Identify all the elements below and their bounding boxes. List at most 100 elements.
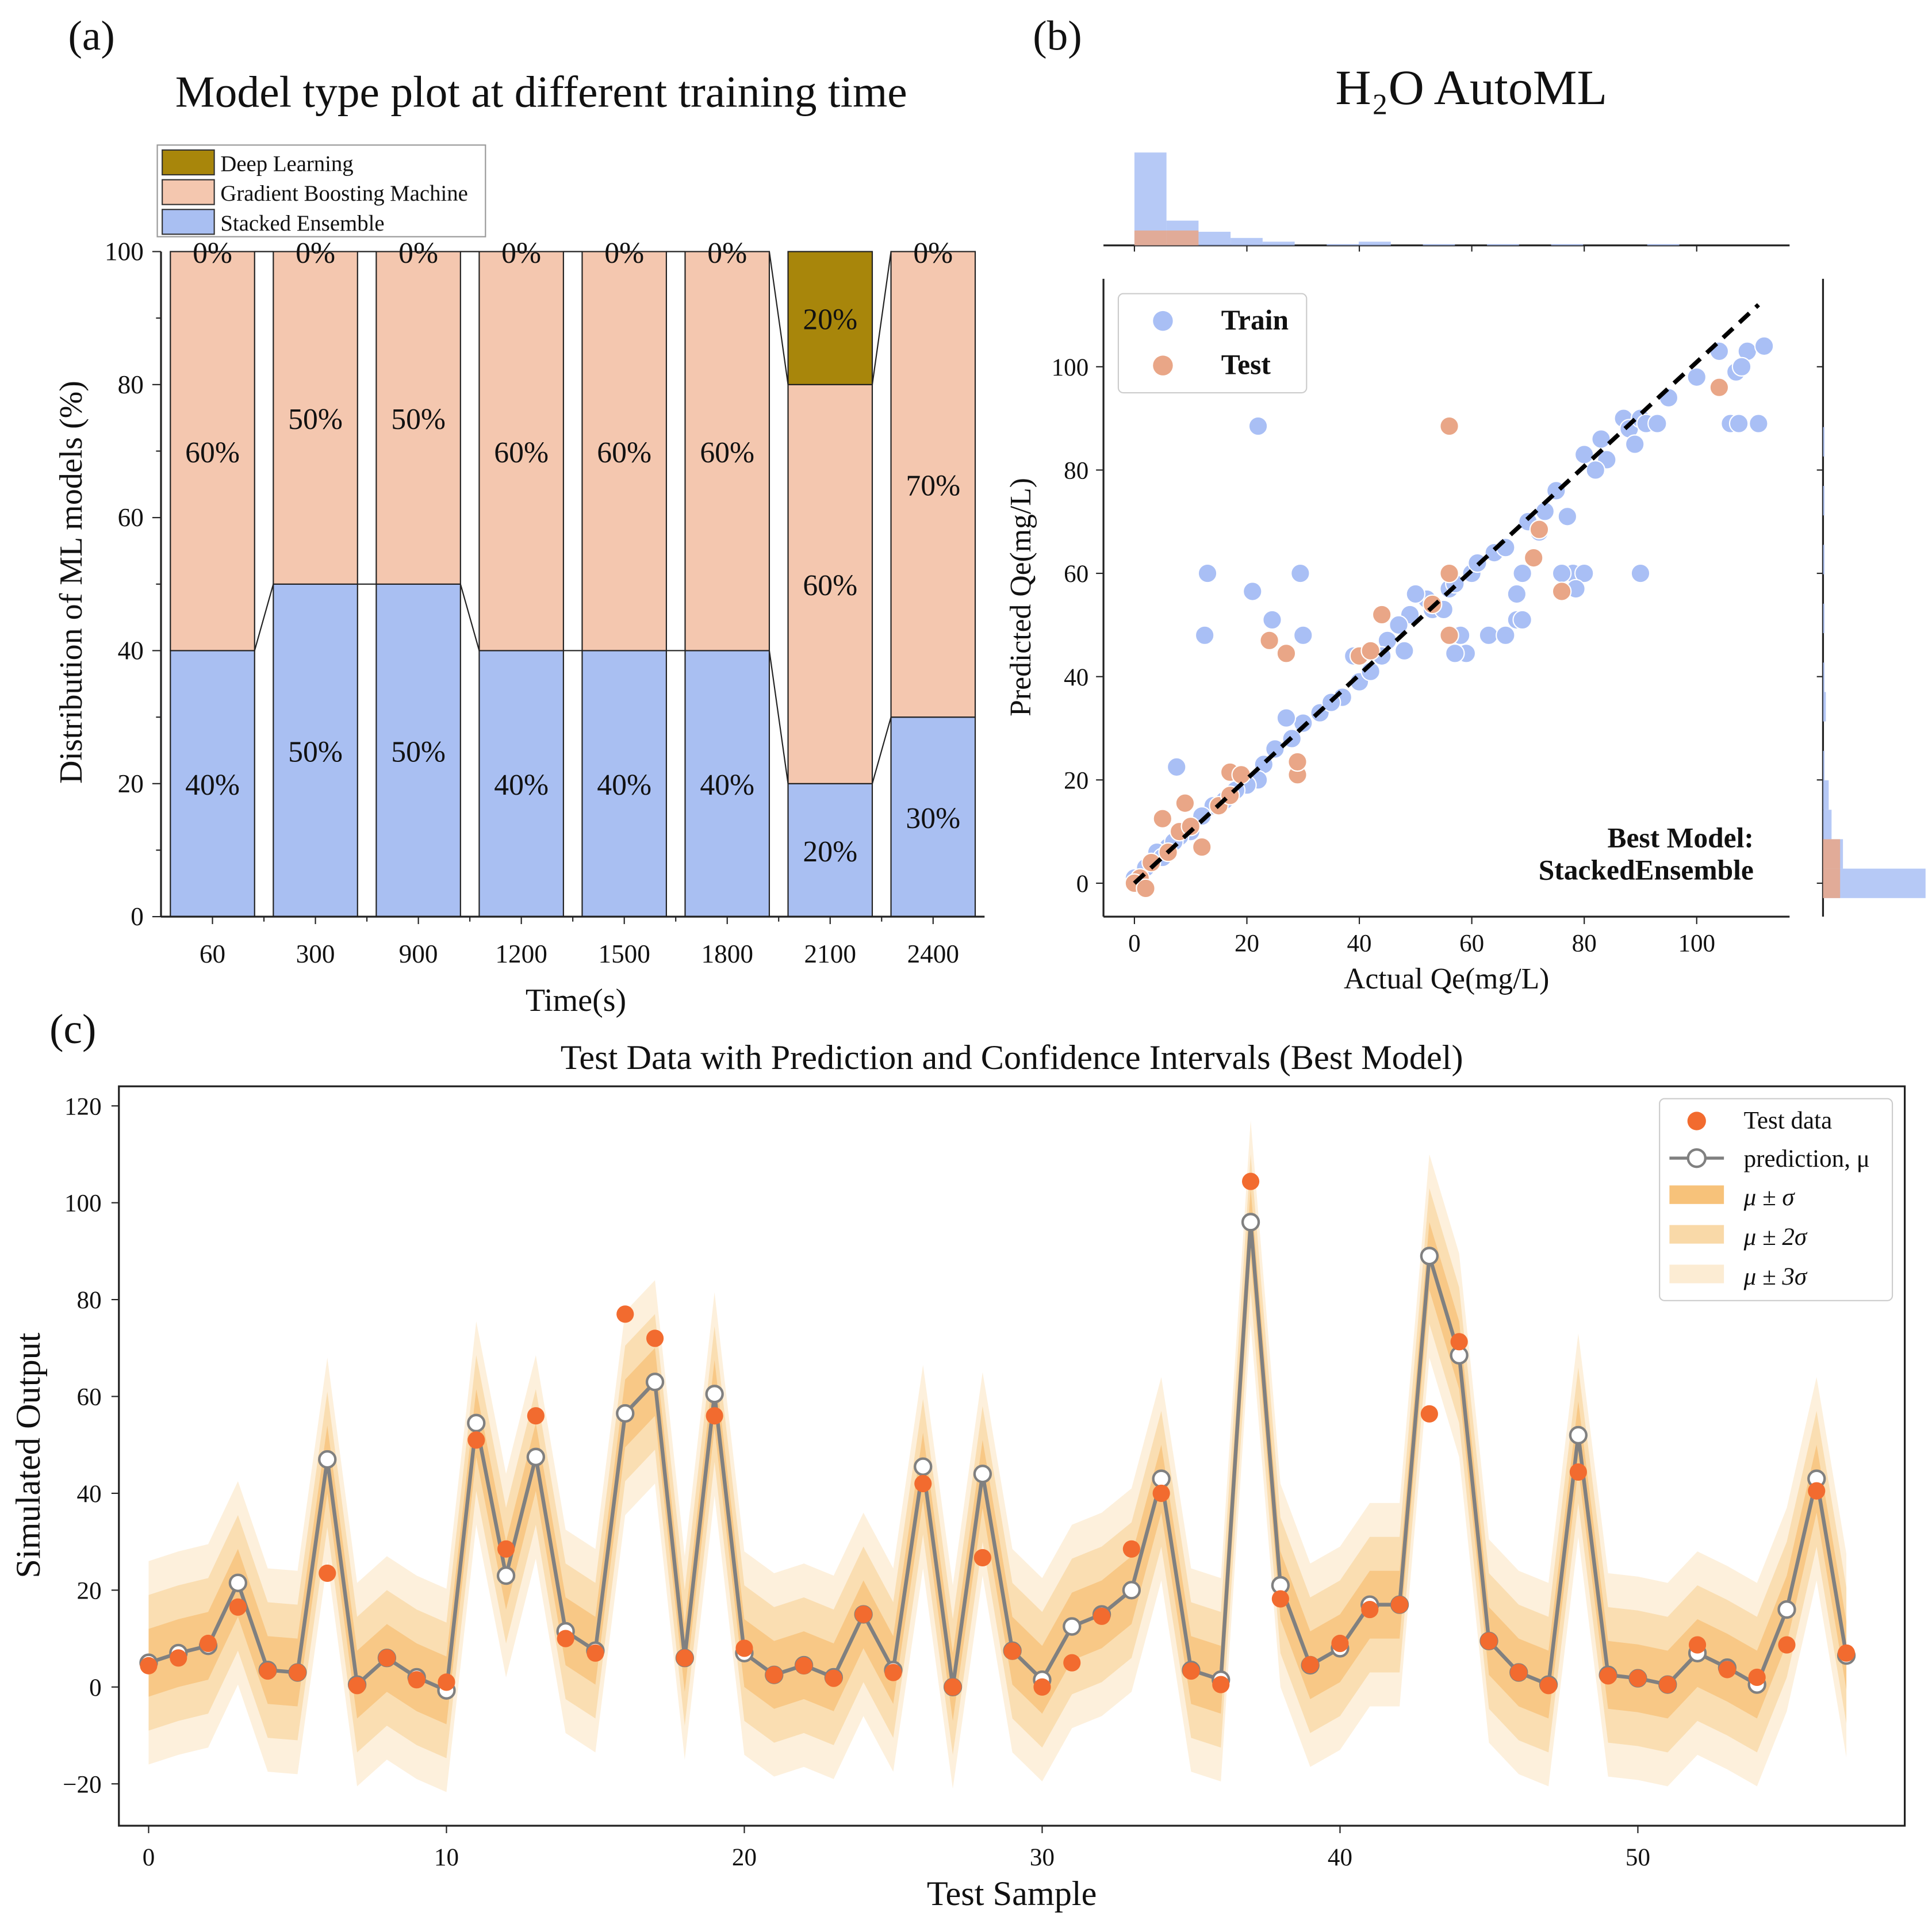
legend-label-test: Test: [1221, 349, 1271, 381]
bar-stacked-ensemble: [170, 650, 255, 918]
x-tick-label: 10: [434, 1844, 459, 1871]
bar-value-label: 0%: [604, 237, 644, 270]
x-tick-label: 60: [1459, 930, 1484, 957]
test-data-point: [1241, 1172, 1260, 1190]
y-tick-label: 0: [1076, 871, 1089, 898]
bar-value-label: 0%: [398, 237, 438, 270]
prediction-point: [467, 1413, 486, 1432]
test-data-point: [467, 1431, 485, 1449]
chart-a: 40% 60% 0% 60 50% 50% 0% 300 50% 50% 0% 900 40% 60% 0%…: [105, 237, 985, 968]
test-data-point: [1778, 1636, 1796, 1654]
test-data-point: [348, 1677, 366, 1695]
test-data-point: [914, 1475, 932, 1493]
train-point: [1591, 429, 1611, 449]
test-data-point: [289, 1664, 306, 1681]
prediction-point: [914, 1457, 933, 1476]
top-hist-bar-train: [1327, 244, 1359, 246]
y-tick-label: 0: [89, 1674, 102, 1701]
legend-marker-train: [1153, 311, 1173, 331]
bar-gradient-boosting-machine: [787, 384, 873, 784]
train-point: [1197, 563, 1218, 584]
top-hist-bar-test: [1134, 230, 1167, 246]
y-tick-label: 80: [1064, 458, 1088, 485]
legend-label-train: Train: [1221, 304, 1289, 336]
bar-stacked-ensemble: [787, 783, 873, 918]
y-tick-label: 100: [1052, 354, 1089, 381]
top-hist-bar-train: [1359, 242, 1391, 246]
train-point: [1290, 563, 1310, 584]
test-data-point: [1748, 1668, 1766, 1687]
bar-gradient-boosting-machine: [273, 251, 358, 585]
connector-line: [768, 251, 789, 385]
prediction-point: [1241, 1213, 1260, 1232]
x-tick-label: 1200: [495, 940, 547, 968]
test-data-point: [973, 1549, 991, 1567]
test-data-point: [676, 1649, 693, 1667]
train-point: [1194, 625, 1215, 646]
bar-gradient-boosting-machine: [375, 251, 461, 585]
bar-value-label: 60%: [494, 436, 549, 469]
test-point: [1175, 793, 1195, 813]
legend-label-test-data: Test data: [1744, 1107, 1833, 1134]
legend-label-prediction: prediction, μ: [1744, 1145, 1870, 1172]
chart-c-xlabel: Test Sample: [927, 1875, 1097, 1913]
prediction-point: [526, 1447, 546, 1466]
test-point: [1180, 816, 1201, 837]
train-point: [1731, 357, 1752, 377]
test-data-point: [557, 1630, 574, 1647]
panel-label-b: (b): [1033, 12, 1082, 59]
y-tick-label: 60: [77, 1384, 102, 1411]
test-data-point: [259, 1662, 277, 1680]
train-point: [1630, 563, 1651, 584]
train-point: [1506, 584, 1527, 604]
test-data-point: [825, 1669, 842, 1687]
train-point: [1478, 625, 1499, 646]
train-point: [1248, 416, 1268, 436]
train-point: [1574, 563, 1594, 584]
bar-value-label: 0%: [913, 237, 953, 270]
prediction-point: [1569, 1425, 1588, 1445]
x-tick-label: 40: [1347, 930, 1372, 957]
legend-swatch-stacked: [162, 209, 215, 235]
top-hist-bar-train: [1647, 244, 1680, 246]
train-point: [1749, 413, 1769, 434]
bar-gradient-boosting-machine: [170, 251, 255, 652]
test-data-point: [1152, 1484, 1170, 1503]
legend-marker-test-data: [1687, 1112, 1706, 1130]
test-point: [1551, 581, 1572, 601]
test-data-point: [1510, 1664, 1528, 1681]
top-hist-bar-train: [1487, 244, 1519, 246]
x-tick-label: 0: [1128, 930, 1141, 957]
test-point: [1371, 604, 1392, 625]
bar-stacked-ensemble: [375, 583, 461, 918]
test-data-point: [438, 1673, 455, 1691]
train-point: [1574, 444, 1594, 465]
legend-swatch-2sigma: [1669, 1225, 1724, 1244]
train-point: [1557, 507, 1578, 527]
test-data-point: [140, 1657, 158, 1674]
chart-c: 0 10 20 30 40 50 −20 0 20 40 60 80 100 120: [63, 1085, 1906, 1871]
prediction-point: [1122, 1581, 1141, 1600]
bar-gradient-boosting-machine: [478, 251, 564, 652]
bar-value-label: 50%: [288, 735, 343, 768]
test-data-point: [1122, 1540, 1140, 1558]
connector-line: [768, 650, 789, 784]
legend-marker-test: [1153, 355, 1173, 375]
test-point: [1136, 878, 1156, 899]
prediction-point: [496, 1566, 516, 1585]
train-point: [1512, 610, 1532, 630]
y-tick-label: 60: [1064, 561, 1088, 588]
y-tick-label: 20: [1064, 767, 1088, 794]
x-tick-label: 80: [1572, 930, 1597, 957]
right-hist-bar-train: [1823, 486, 1824, 516]
train-point: [1389, 615, 1409, 635]
right-hist-bar-train: [1823, 692, 1826, 722]
prediction-point: [1152, 1469, 1171, 1488]
test-data-point: [1629, 1669, 1647, 1687]
test-point: [1709, 377, 1730, 397]
chart-a-title: Model type plot at different training ti…: [175, 67, 907, 117]
bar-value-label: 50%: [391, 735, 446, 768]
train-point: [1512, 563, 1532, 584]
bar-value-label: 60%: [597, 436, 651, 469]
test-point: [1529, 519, 1550, 539]
